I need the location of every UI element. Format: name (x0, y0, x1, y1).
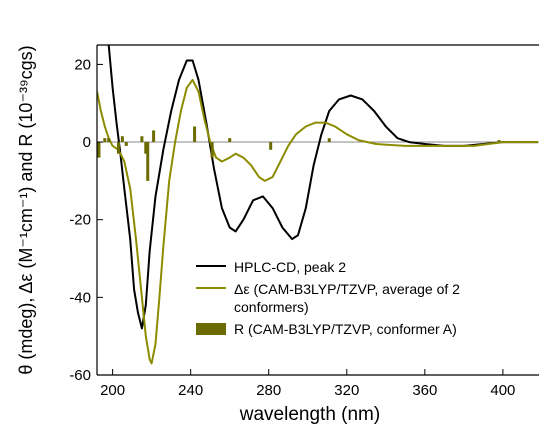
bar (116, 142, 120, 154)
legend: HPLC-CD, peak 2 Δε (CAM-B3LYP/TZVP, avera… (196, 258, 484, 342)
legend-label: Δε (CAM-B3LYP/TZVP, average of 2 conform… (234, 281, 460, 315)
x-tick-label: 360 (412, 382, 437, 399)
y-tick-label: -20 (69, 212, 91, 229)
bar (146, 142, 150, 181)
bar (144, 142, 148, 154)
x-tick-label: 240 (178, 382, 203, 399)
y-tick-label: 20 (74, 56, 91, 73)
y-tick-label: -60 (69, 367, 91, 384)
legend-swatch (196, 323, 226, 335)
bar (124, 142, 128, 146)
legend-item: Δε (CAM-B3LYP/TZVP, average of 2 conform… (196, 280, 484, 316)
bar (120, 136, 124, 143)
bar (193, 126, 197, 143)
x-tick-label: 200 (100, 382, 125, 399)
x-tick-label: 320 (334, 382, 359, 399)
bar (140, 136, 144, 143)
bar (210, 142, 214, 158)
legend-label: R (CAM-B3LYP/TZVP, conformer A) (234, 321, 457, 337)
bar (97, 142, 101, 158)
legend-label: HPLC-CD, peak 2 (234, 259, 347, 275)
y-axis-label: θ (mdeg), Δε (M⁻¹cm⁻¹) and R (10⁻³⁹cgs) (16, 45, 36, 374)
legend-item: R (CAM-B3LYP/TZVP, conformer A) (196, 320, 484, 338)
legend-swatch (196, 287, 226, 289)
legend-item: HPLC-CD, peak 2 (196, 258, 484, 276)
bar (152, 130, 156, 143)
bar (327, 138, 331, 143)
y-tick-label: 0 (83, 134, 91, 151)
line (107, 45, 538, 330)
bar (497, 140, 501, 143)
bar (228, 138, 232, 143)
y-tick-label: -40 (69, 289, 91, 306)
x-axis-label: wavelength (nm) (239, 404, 380, 425)
x-tick-label: 280 (256, 382, 281, 399)
legend-swatch (196, 265, 226, 267)
bar (103, 138, 107, 143)
bar (269, 142, 273, 150)
bar (107, 138, 111, 143)
x-tick-label: 400 (490, 382, 515, 399)
